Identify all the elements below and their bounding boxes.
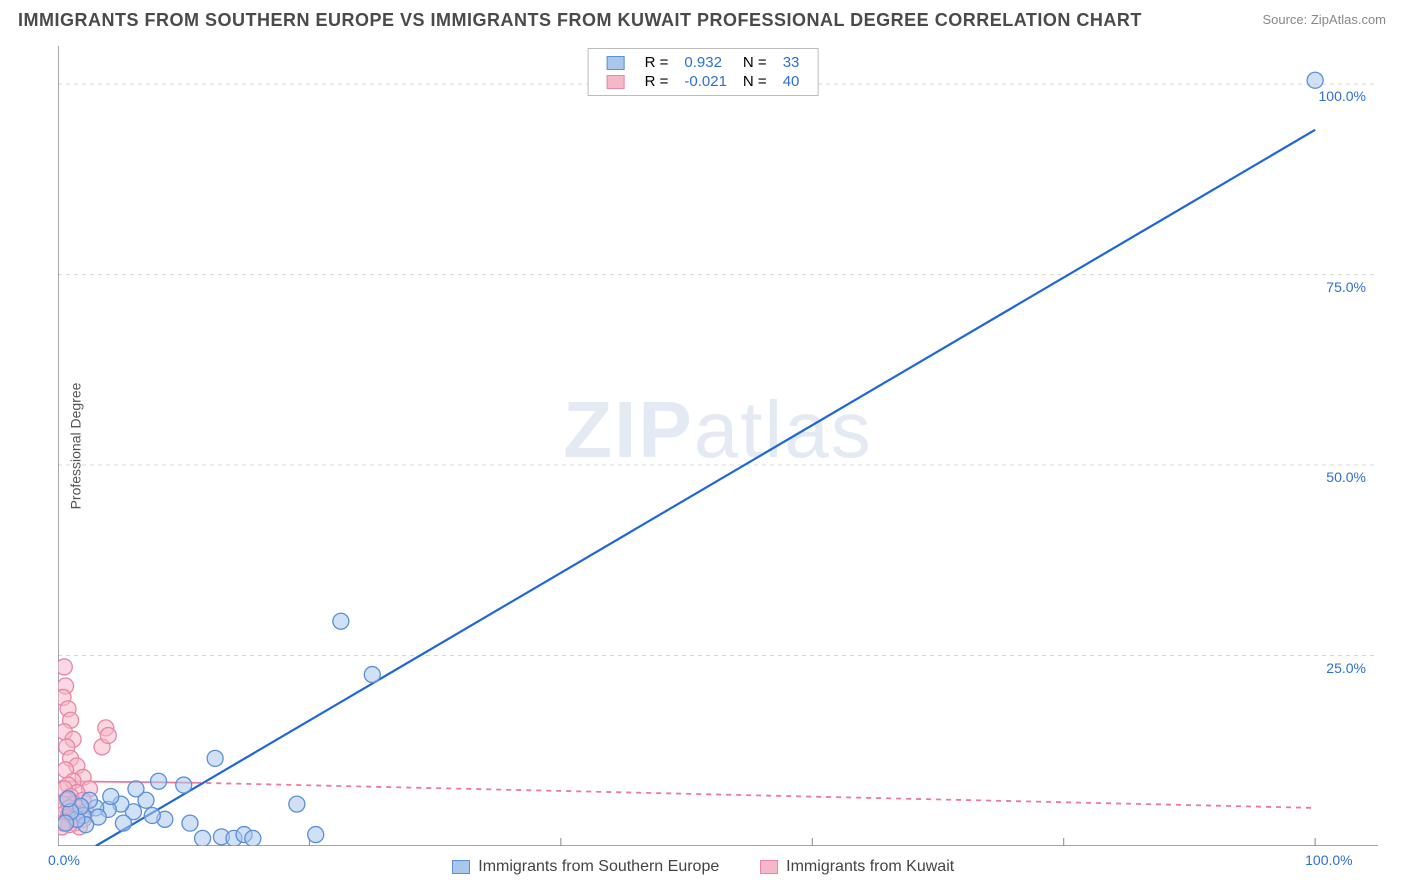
legend-label-2: Immigrants from Kuwait (786, 858, 954, 875)
swatch-series-2 (607, 75, 625, 89)
n-value-1: 33 (775, 53, 808, 72)
chart-area: ZIPatlas 0.0%100.0%25.0%50.0%75.0%100.0% (58, 46, 1378, 846)
y-tick-label: 75.0% (1326, 279, 1366, 295)
swatch-series-1-icon (452, 860, 470, 874)
y-tick-label: 100.0% (1319, 88, 1366, 104)
legend-item-2: Immigrants from Kuwait (760, 858, 955, 876)
n-label: N = (735, 53, 775, 72)
legend-stats: R = 0.932 N = 33 R = -0.021 N = 40 (588, 48, 819, 96)
chart-title: IMMIGRANTS FROM SOUTHERN EUROPE VS IMMIG… (18, 10, 1142, 31)
r-label: R = (637, 53, 677, 72)
scatter-plot (58, 46, 1378, 846)
y-tick-label: 25.0% (1326, 660, 1366, 676)
legend-stats-row-2: R = -0.021 N = 40 (599, 72, 808, 91)
swatch-series-1 (607, 56, 625, 70)
y-tick-label: 50.0% (1326, 469, 1366, 485)
legend-item-1: Immigrants from Southern Europe (452, 858, 719, 876)
n-label: N = (735, 72, 775, 91)
legend-series: Immigrants from Southern Europe Immigran… (0, 858, 1406, 876)
swatch-series-2-icon (760, 860, 778, 874)
n-value-2: 40 (775, 72, 808, 91)
source-citation: Source: ZipAtlas.com (1262, 12, 1386, 27)
legend-label-1: Immigrants from Southern Europe (478, 858, 719, 875)
legend-stats-row-1: R = 0.932 N = 33 (599, 53, 808, 72)
r-label: R = (637, 72, 677, 91)
r-value-1: 0.932 (676, 53, 735, 72)
r-value-2: -0.021 (676, 72, 735, 91)
